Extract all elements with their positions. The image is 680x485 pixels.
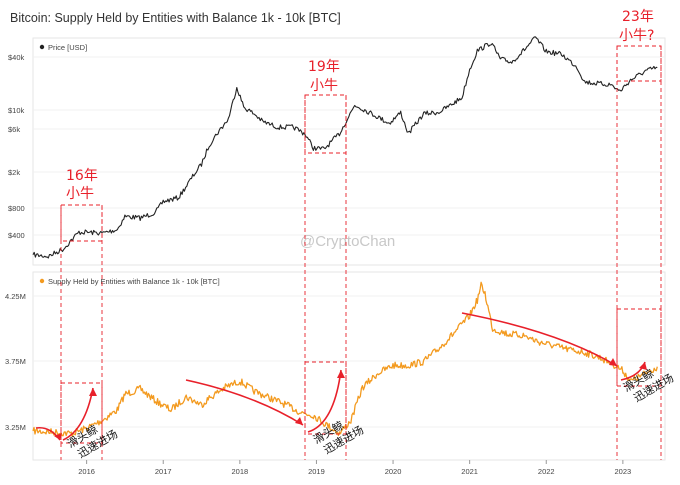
label-2019-year: 19年 [308,59,340,75]
x-tick-label-2019: 2019 [308,467,325,476]
top-panel: $40k $10k $6k $2k $800 $400 Price [USD] [8,36,666,266]
arrowhead-4 [337,370,345,378]
arrow-2019-up [307,369,342,433]
x-tick-label-2020: 2020 [385,467,402,476]
arrowhead-3 [295,417,303,425]
x-tick-label-2023: 2023 [615,467,632,476]
chart-title: Bitcoin: Supply Held by Entities with Ba… [10,11,341,25]
x-tick-label-2017: 2017 [155,467,172,476]
label-whale-2023: 滑头鲸 迅速进场 [621,366,677,405]
bottom-y-tick-label-1: 3.75M [5,357,26,366]
top-y-ticks: $40k $10k $6k $2k $800 $400 [8,53,25,240]
x-tick-label-2021: 2021 [461,467,478,476]
bottom-gridlines [33,295,665,428]
label-2023-year: 23年 [622,9,654,25]
dashed-guides [60,45,662,460]
top-y-tick-label-2: $6k [8,125,20,134]
x-tick-label-2022: 2022 [538,467,555,476]
top-gridlines [33,56,665,236]
top-legend: Price [USD] [39,43,87,52]
box-2016-top [60,204,103,242]
supply-series-line [32,281,658,437]
box-2019-bottom [304,361,347,435]
box-2019-top [304,94,347,154]
arrowhead-6 [639,362,647,370]
label-2016-year: 16年 [66,168,98,184]
label-whale-2016: 滑头鲸 迅速进场 [65,422,121,461]
x-axis-ticks: 2016 2017 2018 2019 2020 2021 2022 2023 [78,460,631,476]
top-legend-marker [39,44,45,50]
label-2016-bull: 小牛 [66,186,94,202]
x-tick-label-2016: 2016 [78,467,95,476]
bottom-legend: Supply Held by Entities with Balance 1k … [39,277,220,286]
box-2016-bottom [60,382,103,444]
box-2023-bottom [616,308,662,387]
top-y-tick-label-1: $10k [8,106,25,115]
top-y-tick-label-0: $40k [8,53,25,62]
label-2023-bull: 小牛? [619,28,654,44]
top-legend-label: Price [USD] [48,43,87,52]
x-tick-label-2018: 2018 [231,467,248,476]
price-series-line [32,36,658,259]
arrow-2018-down [185,379,304,426]
watermark: @CryptoChan [300,233,395,250]
top-y-tick-label-3: $2k [8,168,20,177]
arrow-heads [54,358,647,440]
bottom-legend-marker [39,278,45,284]
arrow-2022-down [461,312,618,367]
bottom-legend-label: Supply Held by Entities with Balance 1k … [48,277,220,286]
label-2019-bull: 小牛 [310,78,338,94]
arrowhead-5 [609,358,617,366]
box-2023-top [616,45,662,82]
bottom-y-tick-label-0: 4.25M [5,292,26,301]
bottom-plot-area [32,271,666,461]
bottom-y-ticks: 4.25M 3.75M 3.25M [5,292,26,432]
top-y-tick-label-5: $400 [8,231,25,240]
bottom-y-tick-label-2: 3.25M [5,423,26,432]
arrowhead-1 [54,433,62,440]
top-plot-area [32,37,666,266]
top-y-tick-label-4: $800 [8,204,25,213]
arrowhead-2 [89,388,97,396]
